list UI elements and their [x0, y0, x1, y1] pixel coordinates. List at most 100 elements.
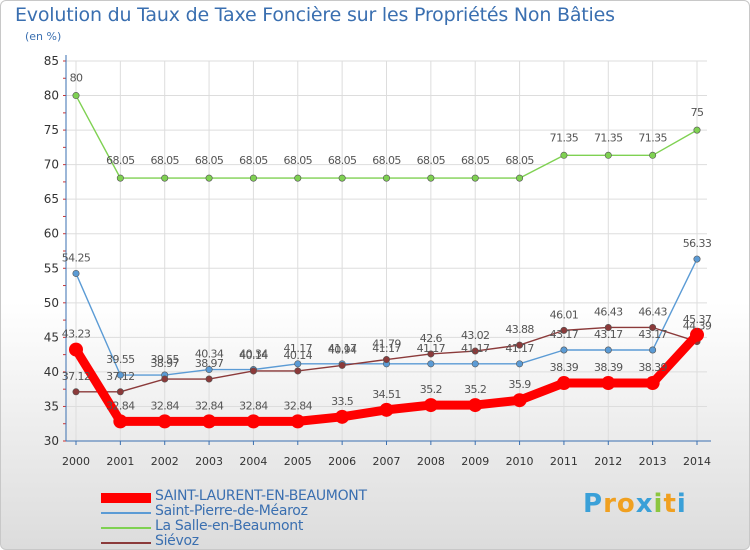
data-point	[516, 341, 524, 349]
data-point	[116, 388, 124, 396]
x-tick-label: 2013	[639, 455, 667, 468]
data-point	[290, 414, 305, 429]
data-label: 80	[70, 72, 83, 85]
data-label: 71.35	[594, 131, 623, 144]
data-point	[516, 174, 524, 182]
x-tick-label: 2008	[417, 455, 445, 468]
x-tick-label: 2010	[506, 455, 534, 468]
data-point	[382, 356, 390, 364]
data-point	[471, 347, 479, 355]
data-point	[516, 360, 524, 368]
data-point	[294, 360, 302, 368]
data-label: 68.05	[150, 154, 179, 167]
x-tick-label: 2011	[550, 455, 578, 468]
logo-letter: x	[635, 489, 654, 519]
x-tick-label: 2001	[106, 455, 134, 468]
data-point	[249, 174, 257, 182]
data-point	[690, 327, 704, 342]
legend-swatch	[101, 512, 151, 514]
data-label: 43.17	[550, 328, 579, 341]
data-label: 41.17	[328, 342, 357, 355]
data-point	[604, 323, 612, 331]
data-label: 71.35	[638, 131, 667, 144]
data-label: 41.17	[505, 342, 534, 355]
y-tick-label: 85	[44, 54, 59, 68]
data-point	[161, 174, 169, 182]
data-point	[338, 361, 346, 369]
data-label: 43.17	[594, 328, 623, 341]
x-tick-label: 2003	[195, 455, 223, 468]
data-label: 68.05	[106, 154, 135, 167]
data-point	[427, 174, 435, 182]
legend-label: Siévoz	[155, 533, 199, 549]
data-label: 41.79	[372, 338, 401, 351]
data-point	[471, 174, 479, 182]
y-tick-label: 50	[44, 296, 59, 310]
data-point	[604, 151, 612, 159]
y-tick-label: 30	[44, 434, 59, 448]
data-label: 38.39	[550, 361, 579, 374]
data-point	[560, 346, 568, 354]
unit-label: (en %)	[25, 30, 62, 43]
data-label: 37.12	[62, 370, 91, 383]
data-point	[335, 409, 350, 424]
legend-swatch	[101, 542, 151, 544]
data-point	[649, 151, 657, 159]
data-label: 41.17	[284, 342, 313, 355]
data-label: 44.39	[683, 320, 712, 333]
data-point	[246, 414, 261, 429]
data-label: 39.55	[150, 353, 179, 366]
legend-label: SAINT-LAURENT-EN-BEAUMONT	[155, 488, 367, 504]
data-label: 75	[691, 106, 704, 119]
logo-letter: o	[616, 489, 636, 519]
data-label: 41.17	[461, 342, 490, 355]
data-point	[649, 346, 657, 354]
x-tick-label: 2009	[461, 455, 489, 468]
legend-swatch	[101, 493, 151, 503]
x-tick-label: 2012	[594, 455, 622, 468]
y-tick-label: 75	[44, 123, 59, 137]
data-label: 43.17	[638, 328, 667, 341]
data-label: 56.33	[683, 237, 712, 250]
data-label: 40.34	[195, 348, 224, 361]
data-label: 43.02	[461, 329, 490, 342]
data-point	[560, 326, 568, 334]
data-label: 39.55	[106, 353, 135, 366]
x-tick-label: 2007	[373, 455, 401, 468]
data-point	[294, 174, 302, 182]
data-point	[382, 174, 390, 182]
data-point	[427, 360, 435, 368]
y-tick-label: 60	[44, 227, 59, 241]
data-point	[556, 376, 571, 391]
legend-label: Saint-Pierre-de-Méaroz	[155, 503, 308, 519]
data-point	[471, 360, 479, 368]
data-label: 34.51	[372, 388, 401, 401]
data-label: 68.05	[195, 154, 224, 167]
data-point	[116, 371, 124, 379]
data-label: 46.43	[594, 305, 623, 318]
data-label: 41.17	[417, 342, 446, 355]
x-tick-label: 2006	[328, 455, 356, 468]
data-point	[423, 398, 438, 413]
data-point	[693, 126, 701, 134]
data-point	[116, 174, 124, 182]
y-tick-label: 35	[44, 399, 59, 413]
data-point	[161, 375, 169, 383]
data-point	[338, 174, 346, 182]
data-point	[649, 323, 657, 331]
logo-letter: i	[653, 489, 664, 519]
data-point	[72, 92, 80, 100]
data-point	[294, 367, 302, 375]
data-point	[157, 414, 172, 429]
y-tick-label: 80	[44, 89, 59, 103]
chart-title: Evolution du Taux de Taxe Foncière sur l…	[15, 4, 615, 26]
data-point	[72, 388, 80, 396]
x-tick-label: 2002	[151, 455, 179, 468]
data-label: 38.97	[195, 357, 224, 370]
logo-letter: P	[583, 489, 604, 519]
data-label: 37.12	[106, 370, 135, 383]
data-point	[205, 366, 213, 374]
data-label: 68.05	[461, 154, 490, 167]
x-tick-label: 2005	[284, 455, 312, 468]
